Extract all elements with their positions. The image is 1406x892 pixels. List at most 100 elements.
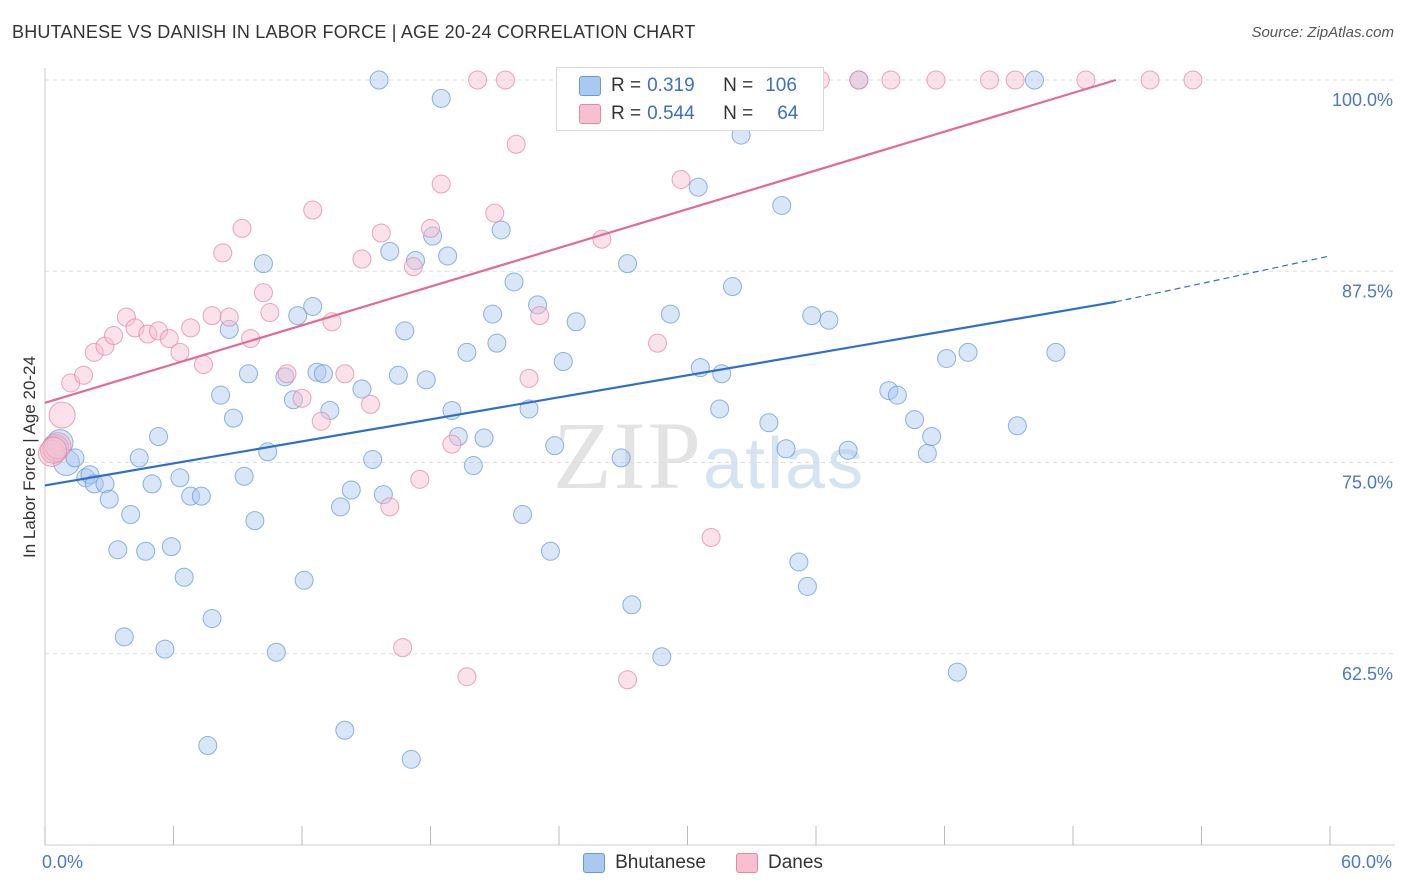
y-tick-label: 62.5% [1342, 664, 1393, 684]
bhutanese-point [142, 474, 162, 494]
danes-point [701, 527, 721, 547]
danes-point [457, 667, 477, 687]
bhutanese-point [416, 370, 436, 390]
bhutanese-point [223, 408, 243, 428]
bhutanese-point [958, 342, 978, 362]
danes-point [170, 342, 190, 362]
bhutanese-point [129, 448, 149, 468]
bhutanese-point [540, 541, 560, 561]
bhutanese-point [170, 468, 190, 488]
danes-point [48, 401, 76, 429]
bhutanese-point [211, 385, 231, 405]
danes-point [125, 318, 145, 338]
bhutanese-point [108, 540, 128, 560]
danes-point [849, 70, 869, 90]
bhutanese-point [553, 352, 573, 372]
bhutanese-point [234, 466, 254, 486]
danes-point [1005, 70, 1025, 90]
bhutanese-point [238, 364, 258, 384]
danes-point [485, 203, 505, 223]
bhutanese-point [191, 486, 211, 506]
danes-point [410, 469, 430, 489]
bhutanese-point [1024, 70, 1044, 90]
danes-point [530, 306, 550, 326]
danes-point [380, 497, 400, 517]
bhutanese-point [121, 505, 141, 525]
n-value-bhutanese: 106 [765, 75, 797, 96]
bhutanese-point [519, 399, 539, 419]
correlation-legend: R = 0.319 N = 106 R = 0.544 N = 64 [556, 67, 824, 131]
bhutanese-trend-extension [1115, 255, 1331, 303]
danes-point [352, 249, 372, 269]
bhutanese-point [423, 226, 443, 246]
bhutanese-point [313, 364, 333, 384]
bhutanese-point [275, 367, 295, 387]
bhutanese-point [373, 485, 393, 505]
bhutanese-point [335, 720, 355, 740]
r-value-danes: 0.544 [647, 103, 695, 124]
danes-point [371, 223, 391, 243]
bhutanese-point [352, 379, 372, 399]
danes-point [193, 355, 213, 375]
bhutanese-point [879, 381, 899, 401]
bhutanese-point [474, 428, 494, 448]
bhutanese-point [838, 440, 858, 460]
danes-point [495, 70, 515, 90]
danes-point [519, 368, 539, 388]
bhutanese-point [660, 304, 680, 324]
axes [44, 68, 1395, 846]
bhutanese-point [307, 362, 327, 382]
danes-point [232, 218, 252, 238]
bhutanese-point [937, 348, 957, 368]
n-label: N = [723, 103, 754, 124]
y-tick-label: 87.5% [1342, 281, 1393, 301]
danes-point [181, 318, 201, 338]
bhutanese-point [331, 497, 351, 517]
series-legend: Bhutanese Danes [0, 852, 1406, 874]
danes-point [618, 670, 638, 690]
tick-labels: 100.0% 87.5% 75.0% 62.5% [1332, 90, 1393, 684]
bhutanese-point [266, 642, 286, 662]
danes-point [202, 306, 222, 326]
bhutanese-point [438, 246, 458, 266]
r-value-bhutanese: 0.319 [647, 75, 695, 96]
bhutanese-point [253, 254, 273, 274]
bhutanese-point [395, 321, 415, 341]
bhutanese-point [887, 385, 907, 405]
bhutanese-point [198, 736, 218, 756]
bhutanese-point [622, 595, 642, 615]
bhutanese-point [99, 489, 119, 509]
legend-item-bhutanese: Bhutanese [583, 852, 706, 874]
legend-item-danes: Danes [735, 852, 823, 874]
danes-trend-line [44, 78, 1117, 404]
danes-point [468, 70, 488, 90]
bhutanese-legend-swatch [583, 853, 606, 873]
bhutanese-point [181, 486, 201, 506]
bhutanese-point [487, 333, 507, 353]
bhutanese-point [759, 413, 779, 433]
danes-point [292, 388, 312, 408]
bhutanese-point [618, 254, 638, 274]
y-tick-label: 75.0% [1342, 473, 1393, 493]
bhutanese-point [457, 342, 477, 362]
bhutanese-point [245, 511, 265, 531]
bhutanese-point [504, 272, 524, 292]
bhutanese-point [363, 449, 383, 469]
danes-point [335, 364, 355, 384]
bhutanese-point [789, 552, 809, 572]
bhutanese-point [611, 448, 631, 468]
y-tick-label: 100.0% [1332, 90, 1393, 110]
danes-point [926, 70, 946, 90]
chart-title: BHUTANESE VS DANISH IN LABOR FORCE | AGE… [12, 22, 696, 42]
danes-point [219, 307, 239, 327]
danes-point [881, 70, 901, 90]
danes-point [671, 169, 691, 189]
danes-point [138, 324, 158, 344]
danes-point [213, 243, 233, 263]
r-label: R = [611, 75, 642, 96]
danes-point [979, 70, 999, 90]
danes-point [159, 329, 179, 349]
bhutanese-point [341, 480, 361, 500]
danes-point [104, 326, 124, 346]
bhutanese-legend-label: Bhutanese [615, 852, 706, 873]
